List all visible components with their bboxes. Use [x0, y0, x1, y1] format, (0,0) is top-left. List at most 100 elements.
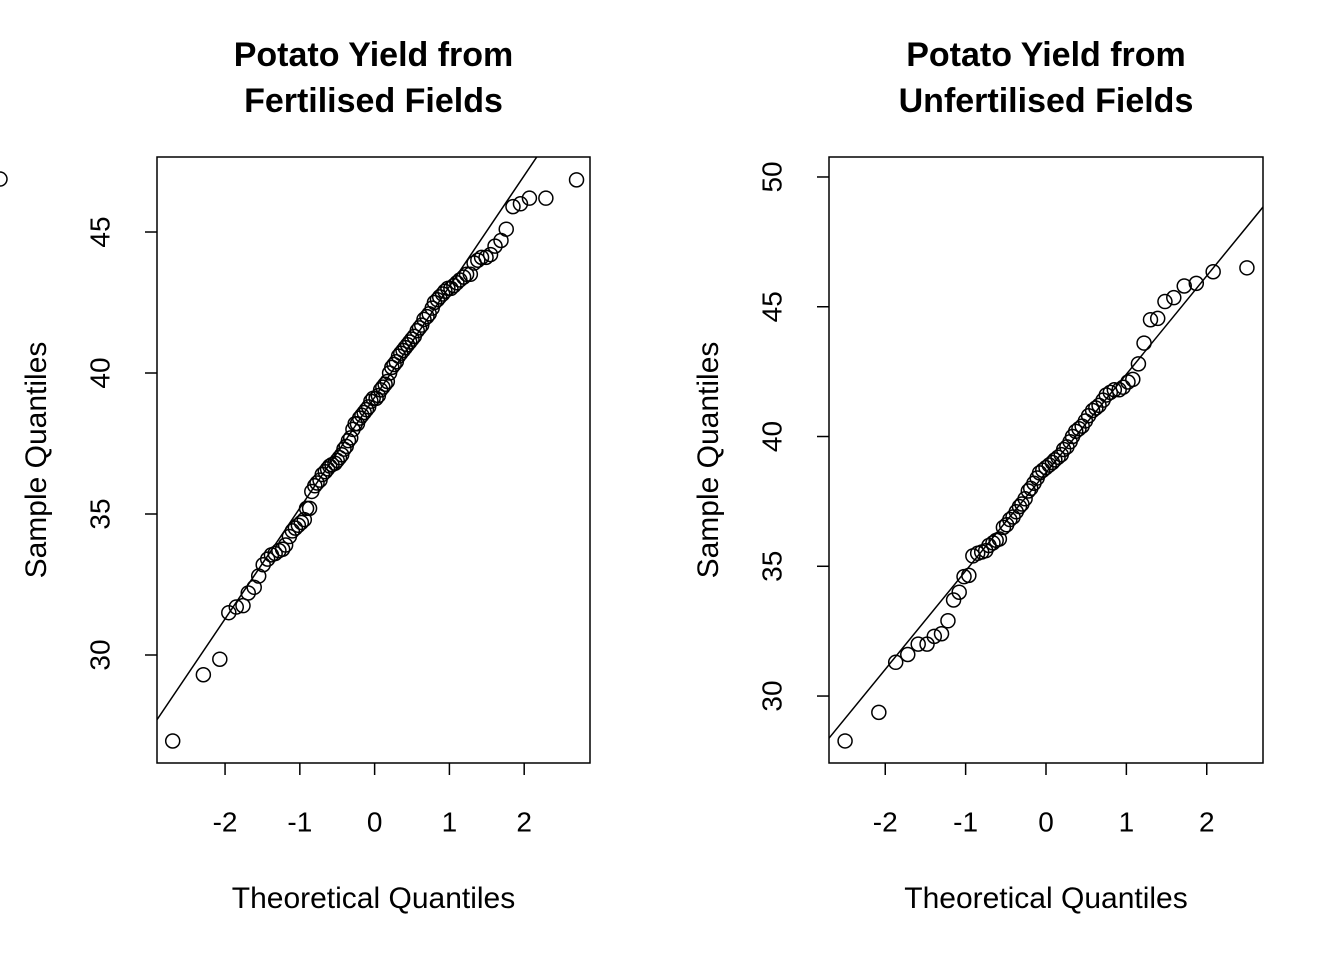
point — [1020, 483, 1037, 499]
point — [255, 557, 271, 573]
point — [1041, 457, 1057, 473]
point — [411, 320, 428, 336]
x-tick-label: 0 — [367, 806, 383, 837]
reference-line — [157, 157, 538, 721]
point — [329, 452, 345, 469]
point — [274, 541, 291, 558]
point — [331, 449, 348, 466]
point — [1111, 382, 1127, 398]
point — [478, 249, 494, 266]
point — [358, 401, 375, 418]
point — [287, 520, 304, 536]
point — [240, 585, 256, 601]
y-tick-label: 45 — [756, 291, 787, 322]
y-tick-label: 35 — [756, 551, 787, 582]
point — [1022, 480, 1039, 497]
x-tick-label: 1 — [1119, 806, 1135, 837]
point — [1142, 311, 1159, 328]
point — [568, 172, 585, 188]
point — [1115, 379, 1131, 395]
point — [538, 190, 554, 206]
point — [933, 626, 950, 642]
point — [1102, 384, 1119, 401]
point — [195, 666, 212, 683]
point — [228, 599, 245, 615]
x-tick-label: 2 — [516, 806, 532, 837]
point — [1050, 449, 1066, 466]
point — [307, 478, 323, 494]
x-tick-label: -1 — [287, 806, 312, 837]
y-tick-label: 40 — [84, 357, 115, 388]
point — [443, 280, 459, 297]
y-axis-label: Sample Quantiles — [692, 342, 725, 579]
point — [446, 277, 462, 294]
point — [487, 238, 503, 254]
point — [910, 636, 926, 652]
x-tick-label: -1 — [953, 806, 978, 837]
point — [1106, 382, 1123, 398]
point — [498, 221, 514, 237]
point — [1011, 498, 1028, 515]
point — [462, 266, 479, 283]
point — [246, 579, 262, 596]
point — [377, 376, 393, 393]
point — [1044, 454, 1061, 471]
point — [416, 311, 432, 328]
x-axis-label: Theoretical Quantiles — [904, 882, 1187, 915]
point — [309, 475, 325, 491]
point — [1098, 387, 1115, 403]
x-tick-label: 0 — [1038, 806, 1054, 837]
point — [336, 441, 352, 457]
point — [900, 646, 916, 663]
point — [1125, 371, 1141, 388]
x-tick-label: -2 — [873, 806, 898, 837]
point — [290, 517, 307, 534]
point — [991, 531, 1008, 547]
point — [250, 568, 267, 584]
point — [1136, 335, 1152, 351]
y-tick-label: 45 — [84, 216, 115, 247]
point — [419, 308, 435, 325]
y-tick-label: 40 — [756, 421, 787, 452]
point — [473, 249, 490, 266]
point — [356, 404, 372, 421]
point — [505, 198, 521, 215]
point — [951, 584, 967, 600]
x-tick-label: -2 — [213, 806, 238, 837]
chart-title: Fertilised Fields — [244, 82, 503, 120]
y-tick-label: 30 — [756, 680, 787, 711]
point — [1205, 263, 1221, 280]
point — [871, 704, 887, 721]
point — [1130, 356, 1147, 372]
point — [267, 545, 283, 562]
point — [919, 636, 935, 652]
point — [277, 537, 294, 553]
point — [945, 592, 962, 608]
point — [404, 331, 420, 347]
chart-title: Potato Yield from — [906, 36, 1186, 74]
point — [212, 651, 228, 667]
point — [1239, 260, 1255, 276]
point — [375, 379, 391, 395]
point — [342, 430, 359, 446]
y-tick-label: 35 — [84, 498, 115, 529]
point — [301, 500, 318, 517]
point — [926, 628, 943, 645]
chart-title: Unfertilised Fields — [899, 82, 1194, 120]
x-tick-label: 1 — [442, 806, 458, 837]
y-tick-label: 50 — [756, 161, 787, 192]
point — [426, 294, 443, 311]
point — [379, 373, 396, 390]
point — [284, 523, 301, 539]
point — [512, 196, 529, 212]
point — [940, 613, 956, 629]
point — [409, 322, 425, 339]
point — [1157, 293, 1173, 310]
point — [1176, 278, 1192, 294]
point — [384, 359, 400, 376]
y-tick-label: 30 — [84, 639, 115, 670]
x-axis-label: Theoretical Quantiles — [232, 882, 515, 915]
point — [470, 252, 486, 268]
